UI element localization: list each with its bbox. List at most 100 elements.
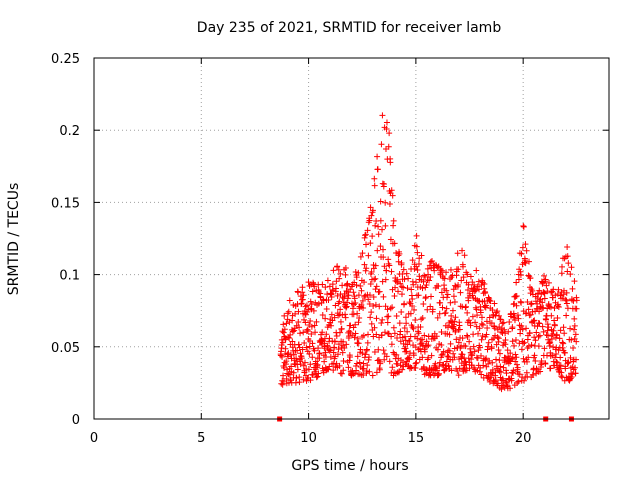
data-point [499, 320, 506, 327]
data-point [502, 330, 509, 337]
data-point [520, 223, 527, 230]
data-point [520, 222, 527, 229]
data-point [456, 326, 463, 333]
data-point [387, 159, 394, 166]
data-point [465, 281, 472, 288]
data-point [352, 330, 359, 337]
data-point [364, 227, 371, 234]
data-point [384, 306, 391, 313]
data-point [517, 272, 524, 279]
data-point [355, 269, 362, 276]
data-point [344, 299, 351, 306]
data-point [280, 321, 287, 328]
data-point [362, 351, 369, 358]
data-point [298, 355, 305, 362]
data-point [400, 340, 407, 347]
data-point [420, 278, 427, 285]
data-point [483, 318, 490, 325]
data-point [372, 301, 379, 308]
data-point [455, 282, 462, 289]
data-point [342, 314, 349, 321]
data-point [398, 291, 405, 298]
data-point [455, 339, 462, 346]
data-point [514, 364, 521, 371]
data-point [572, 370, 579, 377]
data-point [414, 249, 421, 256]
data-point [319, 311, 326, 318]
data-point [374, 166, 381, 173]
data-point [470, 364, 477, 371]
data-point [323, 331, 330, 338]
data-point [379, 278, 386, 285]
data-point [377, 198, 384, 205]
data-point [552, 354, 559, 361]
data-point [567, 375, 574, 382]
data-point [438, 342, 445, 349]
data-point [486, 297, 493, 304]
data-point [283, 358, 290, 365]
data-point [565, 260, 572, 267]
data-point [413, 263, 420, 270]
data-point [286, 297, 293, 304]
data-point [332, 338, 339, 345]
data-point [311, 347, 318, 354]
data-point [420, 363, 427, 370]
data-point [336, 329, 343, 336]
data-point [410, 352, 417, 359]
data-point [500, 364, 507, 371]
data-point [398, 283, 405, 290]
data-point [376, 288, 383, 295]
data-point [505, 328, 512, 335]
data-point [474, 312, 481, 319]
data-point [355, 340, 362, 347]
data-point [525, 306, 532, 313]
data-point [370, 294, 377, 301]
data-point [450, 293, 457, 300]
data-point [382, 276, 389, 283]
data-point [481, 303, 488, 310]
data-point [383, 353, 390, 360]
data-point [446, 331, 453, 338]
data-point [507, 350, 514, 357]
data-point [564, 268, 571, 275]
data-point [510, 301, 517, 308]
data-point [476, 325, 483, 332]
data-point [567, 271, 574, 278]
data-point [400, 266, 407, 273]
data-point [309, 340, 316, 347]
data-point [408, 286, 415, 293]
data-point [523, 247, 530, 254]
data-point [520, 340, 527, 347]
data-point [572, 364, 579, 371]
data-point [325, 296, 332, 303]
data-point [300, 292, 307, 299]
data-point [353, 274, 360, 281]
data-point [377, 360, 384, 367]
data-point [494, 326, 501, 333]
data-point [289, 338, 296, 345]
data-point [558, 263, 565, 270]
data-point [449, 307, 456, 314]
data-point [554, 359, 561, 366]
data-point [382, 199, 389, 206]
data-point [485, 294, 492, 301]
data-point [559, 344, 566, 351]
data-point [386, 130, 393, 137]
data-point [509, 354, 516, 361]
data-point [573, 297, 580, 304]
data-point [401, 333, 408, 340]
data-point [558, 369, 565, 376]
data-point [335, 266, 342, 273]
data-point [352, 299, 359, 306]
data-point [513, 302, 520, 309]
data-point [280, 372, 287, 379]
data-point [381, 329, 388, 336]
data-point [384, 313, 391, 320]
data-point [491, 300, 498, 307]
data-point [342, 271, 349, 278]
x-axis-label: GPS time / hours [291, 458, 408, 474]
data-point [312, 358, 319, 365]
data-point [309, 354, 316, 361]
data-point [434, 346, 441, 353]
data-point [457, 289, 464, 296]
